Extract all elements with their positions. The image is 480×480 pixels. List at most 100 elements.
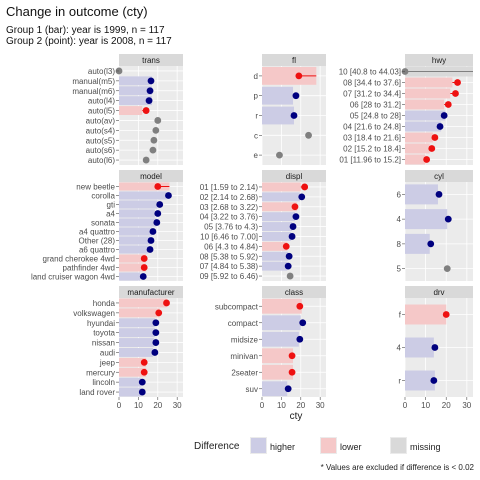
bar [262,202,297,212]
bar [119,191,167,200]
bar [119,254,147,263]
chart-subtitle: Group 1 (bar): year is 1999, n = 117 Gro… [6,25,172,47]
bar [119,387,142,397]
x-tick-label: 0 [403,401,408,410]
category-label: new beetle [76,183,115,192]
strip-label-manufacturer: manufacturer [127,288,174,297]
legend-swatch-lower [321,438,336,453]
bar [119,272,141,281]
point [286,272,294,280]
point [288,368,296,376]
category-label: honda [93,299,116,308]
strip-hwy [405,54,473,66]
category-label: r [255,112,258,121]
category-label: f [399,311,402,320]
point [149,146,157,154]
bar [119,182,170,191]
point [138,388,146,396]
category-label: 10 [6.46 to 7.00] [200,232,258,241]
point [292,92,300,100]
x-tick-label: 20 [442,401,451,410]
point [155,309,163,317]
legend-label-missing: missing [410,442,441,452]
x-tick-label: 0 [117,401,122,410]
point [295,72,303,80]
point [146,246,154,253]
bar [119,298,167,308]
strip-label-drv: drv [433,288,444,297]
category-label: a6 quattro [79,246,116,255]
category-label: 06 [28 to 31.2] [350,101,401,110]
bar [262,261,288,271]
category-label: 4 [397,215,402,224]
strip-displ [262,170,326,182]
category-label: p [254,92,259,101]
point [150,136,158,144]
category-label: 02 [15.2 to 18.4] [343,145,401,154]
point [146,87,154,95]
point [452,90,459,97]
x-tick-label: 10 [277,401,286,410]
x-tick-label: 20 [153,401,162,410]
bar [119,308,160,318]
bar [262,106,294,125]
point [423,156,431,163]
point [428,145,436,152]
point [443,265,451,273]
category-label: 4 [397,344,402,353]
category-label: suv [246,385,258,394]
point [431,344,439,351]
x-tick-label: 10 [421,401,430,410]
category-label: 04 [3.22 to 3.76) [200,213,259,222]
bar [119,338,154,348]
strip-cyl [405,170,473,182]
bar [119,86,152,96]
point [154,210,162,217]
category-label: auto(s5) [86,136,116,145]
category-label: jeep [99,358,116,367]
bar [262,251,289,261]
bar [405,143,430,154]
point [152,126,160,134]
panel-manufacturer: manufacturer hondavolkswagenhyundaitoyota… [73,286,183,410]
point [142,107,150,114]
bar [262,331,299,347]
bar [262,231,292,241]
panel-hwy: hwy 10 [40.8 to 44.03] 08 [34.4 to 37.6] 07… [339,54,473,165]
point [284,262,292,270]
bar [262,364,294,380]
bar [119,263,147,272]
strip-drv [405,286,473,298]
point [139,273,147,280]
bar [262,298,302,314]
point [153,219,161,226]
category-label: 01 [1.59 to 2.14) [200,183,259,192]
bar [119,367,147,377]
category-label: audi [100,348,115,357]
strip-label-model: model [140,172,162,181]
bar [262,381,288,397]
category-label: grand cherokee 4wd [43,255,116,264]
bar [405,184,438,205]
strip-fl [262,54,326,66]
category-label: 07 [4.84 to 5.38) [200,262,259,271]
bar [119,236,151,245]
point [296,335,304,343]
point [431,134,439,141]
bar [262,212,295,222]
bar [262,222,293,232]
bar [405,88,451,99]
point [284,385,292,393]
point [305,131,312,139]
category-label: auto(l3) [88,67,115,76]
category-label: compact [228,319,259,328]
category-label: auto(s6) [86,146,116,155]
bar [119,200,158,209]
bar [405,77,453,88]
category-label: e [254,151,259,160]
category-label: midsize [231,335,259,344]
point [147,237,155,244]
point [296,302,304,310]
point [140,264,148,271]
category-label: manual(m6) [72,87,115,96]
